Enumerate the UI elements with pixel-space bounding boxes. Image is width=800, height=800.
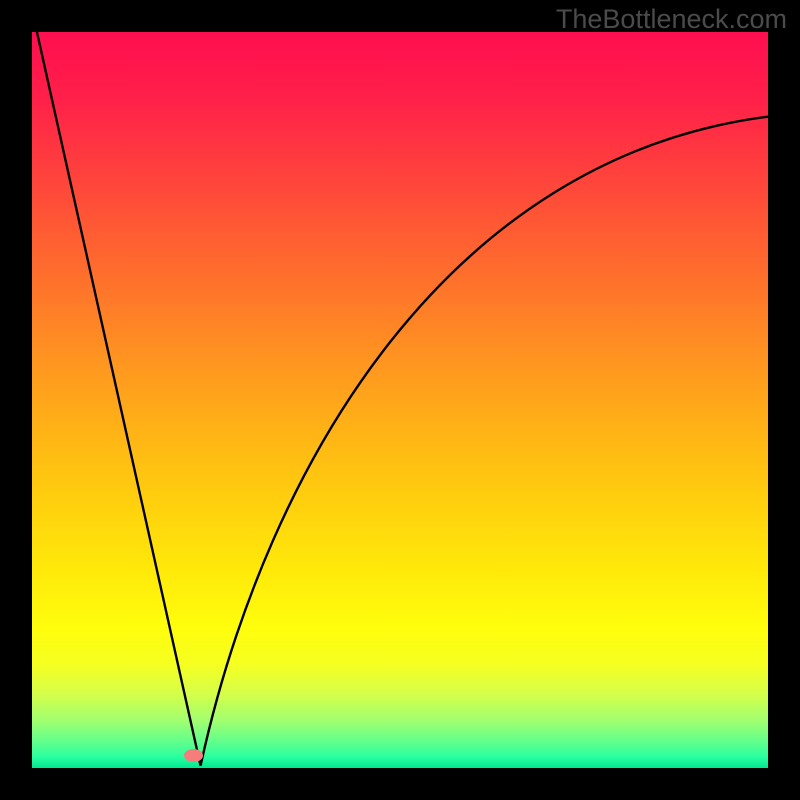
curve-path bbox=[32, 32, 768, 766]
bottleneck-curve bbox=[32, 32, 768, 768]
vertex-marker bbox=[184, 749, 203, 762]
watermark-text: TheBottleneck.com bbox=[556, 4, 787, 35]
plot-area bbox=[32, 32, 768, 768]
figure-frame: TheBottleneck.com bbox=[0, 0, 800, 800]
